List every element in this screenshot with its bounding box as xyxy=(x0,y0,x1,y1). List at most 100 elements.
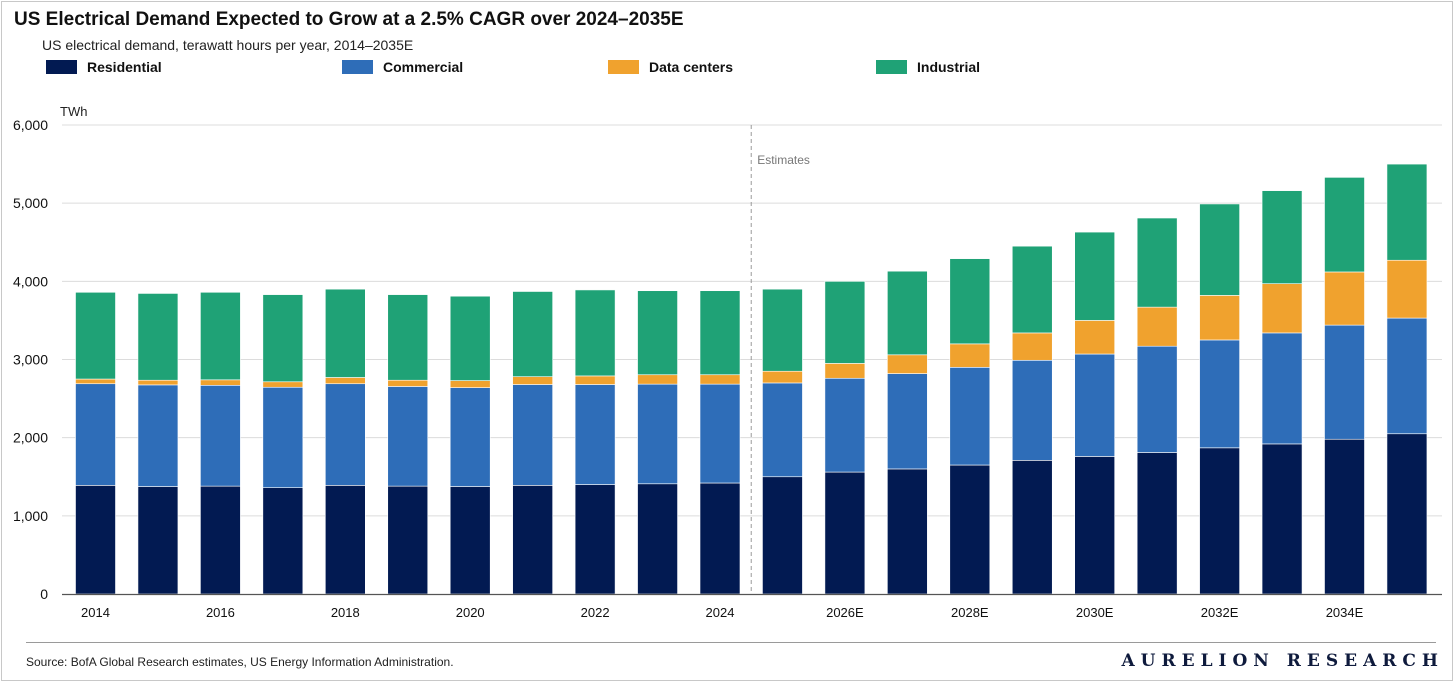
bar-residential-2033E xyxy=(1261,443,1303,595)
bar-industrial-2031E xyxy=(1136,217,1178,308)
bar-data-centers-2035E xyxy=(1386,259,1428,319)
x-tick-label: 2020 xyxy=(456,605,485,620)
bar-data-centers-2025E xyxy=(762,370,803,384)
bar-data-centers-2018 xyxy=(324,377,366,385)
x-tick-label: 2030E xyxy=(1076,605,1114,620)
legend-label-commercial: Commercial xyxy=(383,59,464,75)
bar-data-centers-2023 xyxy=(637,374,678,385)
y-tick-label: 4,000 xyxy=(13,273,48,289)
bar-data-centers-2029E xyxy=(1011,332,1053,361)
x-tick-label: 2028E xyxy=(951,605,989,620)
bar-residential-2026E xyxy=(824,471,866,595)
bar-commercial-2029E xyxy=(1011,359,1053,461)
legend-swatch-residential xyxy=(46,60,77,74)
bar-data-centers-2028E xyxy=(949,343,991,368)
bar-data-centers-2022 xyxy=(574,375,616,385)
y-axis-label: TWh xyxy=(60,104,87,119)
chart-subtitle: US electrical demand, terawatt hours per… xyxy=(42,37,414,53)
bar-data-centers-2020 xyxy=(449,380,491,388)
chart-legend: Residential Commercial Data centers Indu… xyxy=(0,58,1456,78)
bar-data-centers-2019 xyxy=(387,379,429,387)
y-tick-label: 6,000 xyxy=(13,117,48,133)
x-tick-label: 2018 xyxy=(331,605,360,620)
legend-label-data-centers: Data centers xyxy=(649,59,734,75)
y-tick-label: 0 xyxy=(40,586,48,602)
bar-residential-2014 xyxy=(75,485,116,595)
bar-commercial-2024 xyxy=(699,383,741,484)
bar-residential-2027E xyxy=(887,468,928,595)
y-tick-label: 2,000 xyxy=(13,430,48,446)
bar-data-centers-2021 xyxy=(512,376,553,385)
bar-residential-2021 xyxy=(512,485,553,595)
y-tick-label: 5,000 xyxy=(13,195,48,211)
bar-data-centers-2026E xyxy=(824,363,866,379)
source-note: Source: BofA Global Research estimates, … xyxy=(26,655,454,669)
legend-item-data-centers: Data centers xyxy=(608,58,733,76)
bar-commercial-2023 xyxy=(637,383,678,485)
bar-industrial-2028E xyxy=(949,258,991,345)
bar-residential-2022 xyxy=(574,484,616,595)
bar-commercial-2022 xyxy=(574,384,616,485)
bar-data-centers-2015 xyxy=(137,379,179,386)
bar-residential-2030E xyxy=(1074,456,1115,595)
legend-label-industrial: Industrial xyxy=(917,59,981,75)
bar-industrial-2021 xyxy=(512,291,553,377)
bar-data-centers-2014 xyxy=(75,378,116,385)
legend-item-residential: Residential xyxy=(46,58,162,76)
bar-residential-2018 xyxy=(324,485,366,595)
bar-industrial-2035E xyxy=(1386,163,1428,261)
bar-industrial-2032E xyxy=(1199,203,1240,296)
bar-data-centers-2016 xyxy=(200,379,241,386)
bar-industrial-2016 xyxy=(200,291,241,381)
bar-commercial-2025E xyxy=(762,382,803,478)
bar-residential-2015 xyxy=(137,486,179,595)
bar-commercial-2019 xyxy=(387,386,429,487)
footer-divider xyxy=(26,642,1436,643)
bar-commercial-2035E xyxy=(1386,317,1428,435)
bar-industrial-2017 xyxy=(262,294,304,383)
bar-residential-2017 xyxy=(262,487,304,595)
bar-industrial-2024 xyxy=(699,290,741,376)
bar-industrial-2034E xyxy=(1324,177,1365,273)
bar-commercial-2017 xyxy=(262,386,304,488)
bar-industrial-2027E xyxy=(887,270,928,356)
brand-wordmark: AURELION RESEARCH xyxy=(1121,651,1444,671)
bar-commercial-2018 xyxy=(324,383,366,486)
bar-industrial-2015 xyxy=(137,293,179,381)
x-tick-label: 2022 xyxy=(581,605,610,620)
legend-swatch-industrial xyxy=(876,60,907,74)
bar-data-centers-2034E xyxy=(1324,271,1365,326)
legend-item-commercial: Commercial xyxy=(342,58,463,76)
legend-swatch-data-centers xyxy=(608,60,639,74)
bar-commercial-2034E xyxy=(1324,324,1365,440)
bar-data-centers-2032E xyxy=(1199,295,1240,341)
bar-residential-2025E xyxy=(762,476,803,595)
bar-commercial-2031E xyxy=(1136,345,1178,453)
legend-label-residential: Residential xyxy=(87,59,162,75)
bar-data-centers-2033E xyxy=(1261,283,1303,334)
bar-commercial-2027E xyxy=(887,373,928,470)
bar-commercial-2026E xyxy=(824,377,866,473)
bar-residential-2034E xyxy=(1324,438,1365,595)
bar-data-centers-2027E xyxy=(887,354,928,374)
x-tick-label: 2026E xyxy=(826,605,864,620)
x-tick-label: 2034E xyxy=(1326,605,1364,620)
bar-commercial-2030E xyxy=(1074,353,1115,457)
bar-residential-2019 xyxy=(387,485,429,595)
bar-industrial-2019 xyxy=(387,294,429,381)
bar-residential-2031E xyxy=(1136,452,1178,595)
bar-industrial-2022 xyxy=(574,289,616,377)
bar-industrial-2029E xyxy=(1011,245,1053,334)
bar-residential-2023 xyxy=(637,483,678,595)
bar-industrial-2014 xyxy=(75,291,116,380)
bar-commercial-2032E xyxy=(1199,339,1240,449)
bar-commercial-2020 xyxy=(449,387,491,487)
bar-residential-2029E xyxy=(1011,460,1053,595)
bar-residential-2024 xyxy=(699,482,741,595)
bar-data-centers-2031E xyxy=(1136,306,1178,347)
x-tick-label: 2024 xyxy=(706,605,735,620)
bar-industrial-2020 xyxy=(449,295,491,381)
bar-data-centers-2030E xyxy=(1074,320,1115,355)
legend-item-industrial: Industrial xyxy=(876,58,980,76)
bar-commercial-2015 xyxy=(137,384,179,487)
